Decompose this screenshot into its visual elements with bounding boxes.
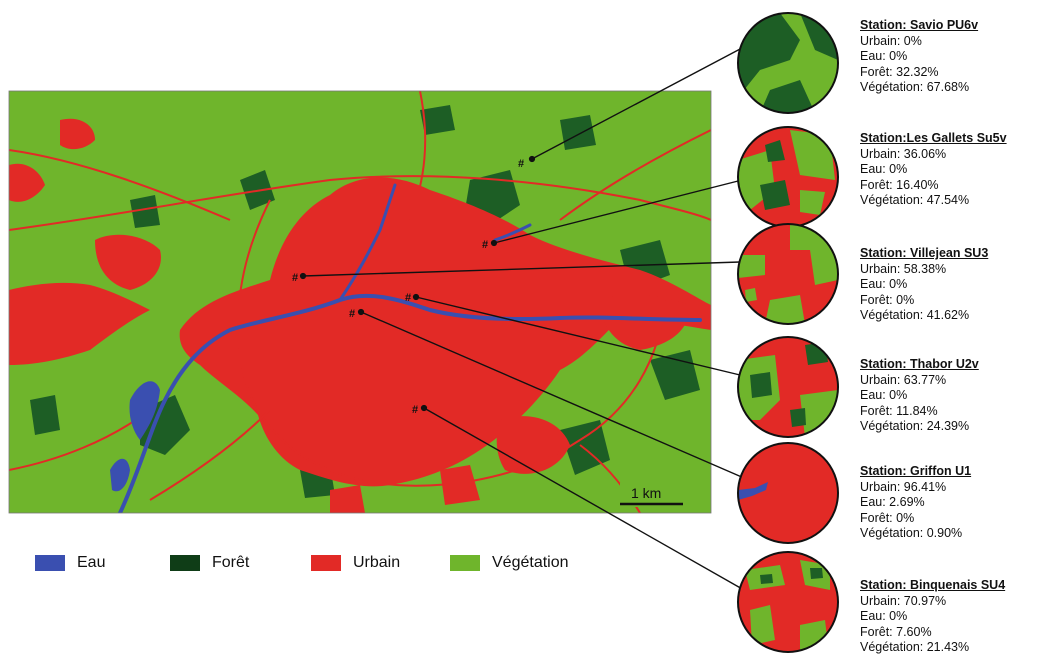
connector-lines bbox=[299, 47, 745, 591]
station-foret: Forêt: 0% bbox=[860, 292, 915, 307]
legend-swatch-urbain bbox=[311, 555, 341, 571]
station-info-thabor: Station: Thabor U2v Urbain: 63.77% Eau: … bbox=[860, 357, 1045, 435]
map-frame bbox=[8, 90, 712, 514]
zoom-circle-binquenais bbox=[737, 551, 839, 653]
station-urbain: Urbain: 96.41% bbox=[860, 479, 947, 494]
connector-thabor bbox=[415, 296, 741, 376]
station-vegetation: Végétation: 47.54% bbox=[860, 193, 970, 208]
zoom-circle-thabor bbox=[737, 336, 839, 438]
legend-item-urbain: Urbain bbox=[311, 552, 400, 574]
station-eau: Eau: 0% bbox=[860, 162, 908, 177]
station-info-savio: Station: Savio PU6v Urbain: 0% Eau: 0% F… bbox=[860, 18, 1045, 96]
connector-dot-griffon bbox=[357, 308, 365, 316]
water-bodies bbox=[118, 183, 702, 513]
station-info-griffon: Station: Griffon U1 Urbain: 96.41% Eau: … bbox=[860, 464, 1045, 542]
legend-label-vegetation: Végétation bbox=[492, 554, 569, 571]
station-marker-binquenais: # bbox=[412, 404, 418, 416]
station-urbain: Urbain: 63.77% bbox=[860, 372, 947, 387]
station-vegetation: Végétation: 21.43% bbox=[860, 640, 970, 655]
scale-bar-label: 1 km bbox=[631, 485, 662, 501]
zoom-circle-les-gallets bbox=[737, 126, 839, 228]
legend-label-eau: Eau bbox=[77, 554, 106, 571]
station-eau: Eau: 0% bbox=[860, 388, 908, 403]
legend-label-foret: Forêt bbox=[212, 554, 250, 571]
station-eau: Eau: 0% bbox=[860, 609, 908, 624]
station-foret: Forêt: 7.60% bbox=[860, 624, 932, 639]
urban-area bbox=[9, 118, 711, 513]
station-marker-les-gallets: # bbox=[482, 239, 488, 251]
station-urbain: Urbain: 0% bbox=[860, 33, 922, 48]
station-eau: Eau: 0% bbox=[860, 49, 908, 64]
station-marker-savio: # bbox=[518, 158, 524, 170]
zoom-circle-savio bbox=[737, 12, 839, 114]
legend-item-vegetation: Végétation bbox=[450, 552, 569, 574]
legend-swatch-vegetation bbox=[450, 555, 480, 571]
zoom-circle-villejean bbox=[737, 223, 839, 325]
station-vegetation: Végétation: 67.68% bbox=[860, 80, 970, 95]
station-eau: Eau: 2.69% bbox=[860, 495, 925, 510]
station-urbain: Urbain: 58.38% bbox=[860, 261, 947, 276]
station-foret: Forêt: 16.40% bbox=[860, 177, 939, 192]
station-urbain: Urbain: 36.06% bbox=[860, 146, 947, 161]
station-info-villejean: Station: Villejean SU3 Urbain: 58.38% Ea… bbox=[860, 246, 1045, 324]
legend-item-foret: Forêt bbox=[170, 552, 249, 574]
connector-dot-binquenais bbox=[420, 404, 428, 412]
station-info-les-gallets: Station:Les Gallets Su5v Urbain: 36.06% … bbox=[860, 131, 1045, 209]
station-urbain: Urbain: 70.97% bbox=[860, 593, 947, 608]
station-vegetation: Végétation: 0.90% bbox=[860, 526, 963, 541]
legend-swatch-eau bbox=[35, 555, 65, 571]
station-title: Station:Les Gallets Su5v bbox=[860, 131, 1007, 145]
legend-label-urbain: Urbain bbox=[353, 554, 401, 571]
lakes bbox=[110, 381, 160, 492]
station-foret: Forêt: 11.84% bbox=[860, 403, 938, 418]
station-title: Station: Thabor U2v bbox=[860, 357, 979, 371]
connector-les-gallets bbox=[493, 179, 743, 244]
station-title: Station: Binquenais SU4 bbox=[860, 578, 1006, 592]
station-foret: Forêt: 0% bbox=[860, 510, 915, 525]
land-cover-map: # # # # # # bbox=[9, 91, 711, 513]
connector-villejean bbox=[302, 261, 741, 277]
station-vegetation: Végétation: 24.39% bbox=[860, 419, 970, 434]
connector-dot-villejean bbox=[299, 272, 307, 280]
station-marker-griffon: # bbox=[349, 308, 355, 320]
road-network bbox=[9, 91, 711, 513]
station-eau: Eau: 0% bbox=[860, 277, 908, 292]
station-marker-thabor: # bbox=[405, 292, 411, 304]
legend: Eau Forêt Urbain Végétation bbox=[35, 552, 615, 574]
zoom-circle-griffon bbox=[737, 442, 839, 544]
legend-item-eau: Eau bbox=[35, 552, 105, 574]
connector-dot-thabor bbox=[412, 293, 420, 301]
connector-griffon bbox=[360, 311, 745, 479]
station-title: Station: Griffon U1 bbox=[860, 464, 972, 478]
station-foret: Forêt: 32.32% bbox=[860, 64, 939, 79]
connector-dot-savio bbox=[528, 155, 536, 163]
station-markers: # # # # # # bbox=[292, 158, 524, 416]
connector-dot-les-gallets bbox=[490, 239, 498, 247]
station-title: Station: Villejean SU3 bbox=[860, 246, 989, 260]
station-marker-villejean: # bbox=[292, 272, 298, 284]
station-vegetation: Végétation: 41.62% bbox=[860, 308, 970, 323]
station-title: Station: Savio PU6v bbox=[860, 18, 979, 32]
connector-savio bbox=[529, 47, 743, 161]
legend-swatch-foret bbox=[170, 555, 200, 571]
connector-binquenais bbox=[423, 407, 745, 591]
station-info-binquenais: Station: Binquenais SU4 Urbain: 70.97% E… bbox=[860, 578, 1045, 656]
